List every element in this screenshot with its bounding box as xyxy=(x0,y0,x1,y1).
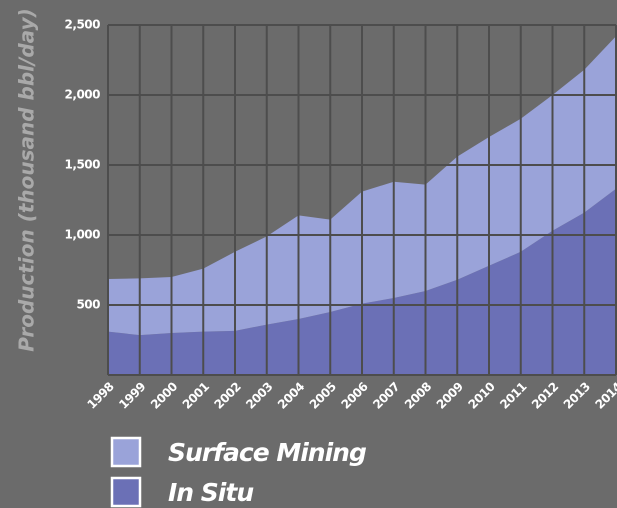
x-tick-label: 2007 xyxy=(370,380,402,412)
x-tick-label: 1998 xyxy=(84,380,116,412)
y-tick-label: 2,500 xyxy=(65,18,101,32)
x-tick-label: 1999 xyxy=(116,380,148,412)
x-tick-label: 2014 xyxy=(592,380,617,412)
x-tick-label: 2004 xyxy=(275,380,307,412)
x-tick-label: 2013 xyxy=(561,380,593,412)
y-tick-label: 500 xyxy=(76,298,100,312)
x-tick-label: 2000 xyxy=(148,380,180,412)
legend-swatch xyxy=(110,436,142,468)
x-tick-label: 2011 xyxy=(497,380,529,412)
legend-label: In Situ xyxy=(168,478,254,507)
x-tick-label: 2005 xyxy=(307,380,339,412)
y-axis-title: Production (thousand bbl/day) xyxy=(15,8,39,351)
y-tick-label: 1,000 xyxy=(65,228,101,242)
x-tick-label: 2001 xyxy=(180,380,212,412)
x-tick-label: 2010 xyxy=(465,380,497,412)
legend-label: Surface Mining xyxy=(168,438,367,467)
x-tick-label: 2008 xyxy=(402,380,434,412)
x-tick-label: 2002 xyxy=(211,380,243,412)
x-tick-label: 2012 xyxy=(529,380,561,412)
x-tick-label: 2006 xyxy=(338,380,370,412)
x-tick-label: 2009 xyxy=(434,380,466,412)
y-tick-label: 1,500 xyxy=(65,158,101,172)
legend-swatch xyxy=(110,476,142,508)
y-tick-label: 2,000 xyxy=(65,88,101,102)
x-tick-label: 2003 xyxy=(243,380,275,412)
